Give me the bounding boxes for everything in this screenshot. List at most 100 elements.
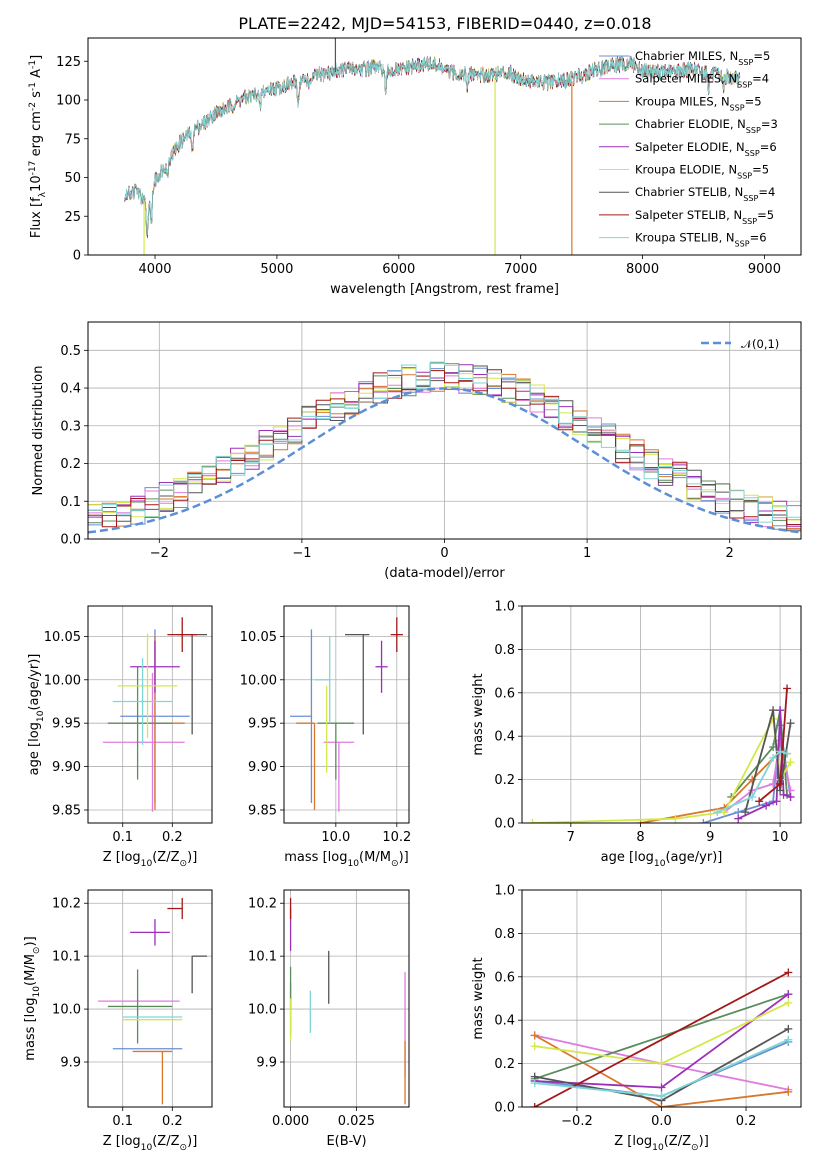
y-tick-label: 10.00 <box>44 673 81 688</box>
x-tick-label: 0.000 <box>272 1114 309 1129</box>
mass-weight-marker <box>784 990 793 999</box>
y-tick-label: 0 <box>73 249 81 264</box>
mass-weight-marker <box>748 792 757 801</box>
spectrum-axes: 4000 5000 6000 7000 8000 9000 0 25 50 75 100 125 wav… <box>28 37 802 297</box>
y-tick-label: 10.00 <box>240 673 277 688</box>
mass-weight-marker <box>776 747 785 756</box>
x-axis-label: Z [log10(Z/Z⊙)] <box>614 1134 709 1153</box>
y-tick-label: 10.1 <box>52 950 81 965</box>
mass-weight-marker <box>784 1087 793 1096</box>
y-tick-label: 9.9 <box>60 1056 81 1071</box>
mass-weight-marker <box>755 797 764 806</box>
y-tick-label: 0.4 <box>60 382 81 397</box>
mass-weight-marker <box>776 779 785 788</box>
y-tick-label: 0.0 <box>494 1101 515 1116</box>
y-tick-label: 10.2 <box>248 897 277 912</box>
plot-area <box>290 617 403 812</box>
figure-title: PLATE=2242, MJD=54153, FIBERID=0440, z=0… <box>238 14 651 33</box>
y-axis-label: Normed distribution <box>31 366 46 496</box>
y-tick-label: 0.4 <box>494 1014 515 1029</box>
errorbar-point-4 <box>130 919 170 946</box>
y-axis-label: mass weight <box>471 673 486 755</box>
plot-area <box>530 968 793 1107</box>
y-tick-label: 9.90 <box>52 760 81 775</box>
age-vs-mass-axes: 10.0 10.2 9.85 9.90 9.95 10.00 10.05 mass [log1… <box>240 605 411 869</box>
mass-weight-marker <box>769 779 778 788</box>
axes-frame <box>521 605 802 824</box>
errorbar-point-3 <box>107 969 173 1044</box>
mass-weight-marker <box>784 1024 793 1033</box>
y-tick-label: 0.4 <box>494 730 515 745</box>
errorbar-point-6 <box>191 955 208 994</box>
y-tick-label: 10.1 <box>248 950 277 965</box>
x-tick-label: 9 <box>706 830 714 845</box>
y-tick-label: 0.8 <box>494 643 515 658</box>
x-axis-label: mass [log10(M/M⊙)] <box>284 850 408 869</box>
y-tick-label: 10.2 <box>52 897 81 912</box>
mass-weight-marker <box>671 814 680 823</box>
plot-area <box>102 617 208 812</box>
mass-weight-line-2 <box>534 1034 789 1107</box>
mass-weight-marker <box>530 1103 539 1107</box>
y-tick-label: 25 <box>64 210 81 225</box>
y-tick-label: 10.05 <box>44 630 81 645</box>
y-tick-label: 0.0 <box>494 817 515 832</box>
y-tick-label: 0.5 <box>60 344 81 359</box>
axes-frame <box>87 605 213 824</box>
y-tick-label: 9.9 <box>256 1056 277 1071</box>
x-tick-label: 0.1 <box>112 830 133 845</box>
x-tick-label: 10 <box>772 830 789 845</box>
y-tick-label: 1.0 <box>494 600 515 615</box>
x-axis-label: E(B-V) <box>326 1134 366 1149</box>
x-axis-label: age [log10(age/yr)] <box>601 850 723 869</box>
mass-weight-marker <box>772 797 781 806</box>
y-tick-label: 10.0 <box>52 1003 81 1018</box>
x-axis-label: Z [log10(Z/Z⊙)] <box>103 1134 198 1153</box>
histogram-step-8 <box>88 361 801 537</box>
x-tick-label: 6000 <box>382 262 415 277</box>
residuals-axes: −2 −1 0 1 2 0.0 0.1 0.2 0.3 0.4 0.5 (data-model)/er… <box>31 321 802 581</box>
y-tick-label: 0.3 <box>60 419 81 434</box>
y-tick-label: 9.95 <box>52 717 81 732</box>
plot-area <box>97 897 208 1105</box>
mass-weight-marker <box>530 1042 539 1051</box>
y-tick-label: 9.90 <box>248 760 277 775</box>
errorbar-point-2 <box>132 1050 173 1105</box>
legend-entry: Chabrier MILES, NSSP=5 <box>635 49 770 67</box>
x-tick-label: 1 <box>583 546 591 561</box>
mass-weight-marker <box>786 719 795 728</box>
y-tick-label: 0.6 <box>494 970 515 985</box>
mass-weight-marker <box>530 1079 539 1088</box>
y-axis-label: Flux [fλ10-17 erg cm-2 s-1 A-1] <box>28 55 48 238</box>
errorbar-point-7 <box>390 617 403 653</box>
y-tick-label: 0.6 <box>494 686 515 701</box>
x-tick-label: −2 <box>150 546 169 561</box>
errorbar-point-3 <box>107 666 173 780</box>
errorbar-point-6 <box>344 633 370 735</box>
mass-weight-marker <box>784 968 793 977</box>
y-axis-label: mass [log10(M/M⊙)] <box>23 936 42 1060</box>
y-tick-label: 0.2 <box>60 457 81 472</box>
legend-entry: 𝒩(0,1) <box>741 337 779 351</box>
errorbar-point-8 <box>314 636 331 724</box>
x-tick-label: 8 <box>636 830 644 845</box>
mass-weight-marker <box>657 1092 666 1101</box>
x-axis-label: Z [log10(Z/Z⊙)] <box>103 850 198 869</box>
x-tick-label: 0.1 <box>112 1114 133 1129</box>
y-tick-label: 75 <box>64 132 81 147</box>
x-tick-label: 0 <box>440 546 448 561</box>
y-tick-label: 50 <box>64 171 81 186</box>
x-tick-label: 2 <box>726 546 734 561</box>
mass-weight-marker <box>699 819 708 823</box>
age-vs-z-axes: 0.1 0.2 9.85 9.90 9.95 10.00 10.05 Z [log10(Z/Z… <box>27 605 213 869</box>
x-axis-label: (data-model)/error <box>384 566 505 581</box>
y-tick-label: 10.05 <box>240 630 277 645</box>
x-tick-label: 10.2 <box>382 830 411 845</box>
x-tick-label: 0.2 <box>736 1114 757 1129</box>
mass-weight-marker <box>762 801 771 810</box>
y-axis-label: age [log10(age/yr)] <box>27 654 46 776</box>
x-tick-label: 0.2 <box>162 1114 183 1129</box>
y-tick-label: 0.2 <box>494 1057 515 1072</box>
errorbar-point-5 <box>117 633 178 738</box>
mass-weight-line-3 <box>534 993 789 1080</box>
